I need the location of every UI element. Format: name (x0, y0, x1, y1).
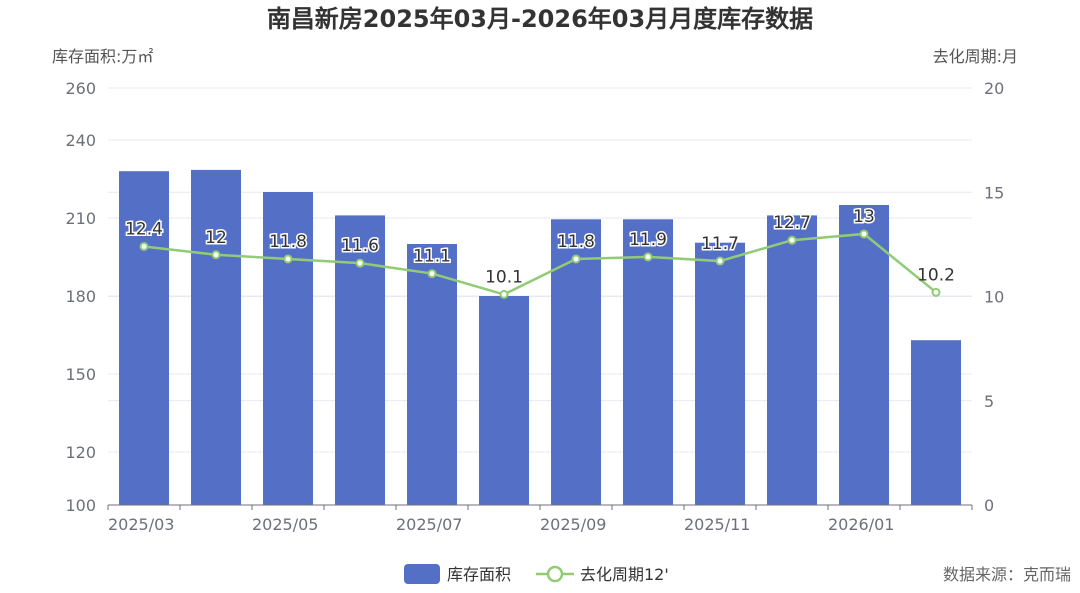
left-tick-label: 260 (65, 79, 96, 98)
legend-bar-swatch (404, 564, 440, 584)
chart-title: 南昌新房2025年03月-2026年03月月度库存数据 (267, 5, 813, 33)
x-axis-ticks: 2025/03 2025/05 2025/07 2025/09 2025/11 2026/… (107, 505, 973, 534)
right-tick-label: 15 (984, 183, 1004, 202)
right-axis-label: 去化周期:月 (933, 47, 1018, 66)
line-data-label: 10.1 (485, 267, 523, 287)
line-point-2025/03 (139, 241, 149, 251)
line-point-2025/04 (211, 250, 221, 260)
line-data-label: 13 (853, 207, 875, 227)
bar-2025/12 (767, 215, 817, 505)
bar-series (119, 169, 961, 506)
line-data-label: 11.7 (701, 234, 739, 254)
bar-2025/05 (263, 192, 313, 505)
bar-2025/10 (623, 219, 673, 506)
line-data-label: 11.8 (269, 232, 307, 252)
grid-lines (108, 87, 972, 453)
line-point-2025/07 (427, 269, 437, 279)
line-data-label: 10.2 (917, 265, 955, 285)
line-data-label: 11.6 (341, 236, 379, 256)
bar-2025/04 (191, 169, 241, 505)
left-tick-label: 150 (65, 365, 96, 384)
x-tick-label: 2026/01 (828, 515, 894, 534)
legend-line-label: 去化周期12' (580, 565, 669, 584)
line-data-label: 12 (205, 228, 227, 248)
line-point-2025/06 (355, 258, 365, 268)
line-data-label: 12.4 (125, 219, 163, 239)
line-data-label: 11.1 (413, 247, 451, 267)
left-tick-label: 210 (65, 209, 96, 228)
bar-2026/01 (839, 205, 889, 505)
right-tick-label: 0 (984, 496, 994, 515)
x-tick-label: 2025/05 (252, 515, 318, 534)
legend-item-line[interactable]: 去化周期12' (536, 565, 669, 584)
source-note: 数据来源：克而瑞 (943, 565, 1071, 584)
bar-2025/11 (695, 242, 745, 505)
left-tick-label: 180 (65, 287, 96, 306)
left-tick-label: 100 (65, 496, 96, 515)
line-point-2025/11 (715, 256, 725, 266)
line-point-2025/12 (787, 235, 797, 245)
x-tick-label: 2025/09 (540, 515, 606, 534)
line-point-2026/02 (931, 287, 941, 297)
left-tick-label: 240 (65, 131, 96, 150)
legend[interactable]: 库存面积 去化周期12' (404, 564, 669, 584)
data-labels: 12.4 12 11.8 11.6 11.1 10.1 11.8 11.9 11.7 12.7 13… (124, 205, 955, 287)
line-data-label: 11.8 (557, 232, 595, 252)
right-tick-label: 5 (984, 392, 994, 411)
bar-2025/07 (407, 244, 457, 505)
line-point-2025/10 (643, 252, 653, 262)
x-tick-label: 2025/11 (684, 515, 750, 534)
line-point-2026/01 (859, 229, 869, 239)
line-path (143, 232, 937, 296)
line-series (139, 229, 941, 299)
bar-2025/03 (119, 171, 169, 505)
left-tick-label: 120 (65, 443, 96, 462)
right-tick-label: 10 (984, 288, 1004, 307)
y-axis-ticks: 100 120 150 180 210 240 260 0 5 10 15 20 (65, 79, 1004, 515)
x-tick-label: 2025/03 (108, 515, 174, 534)
legend-bar-label: 库存面积 (447, 565, 511, 584)
x-tick-label: 2025/07 (396, 515, 462, 534)
bar-2025/08 (479, 296, 529, 505)
bar-2026/02 (911, 340, 961, 505)
left-axis-label: 库存面积:万㎡ (52, 47, 153, 66)
legend-item-bar[interactable]: 库存面积 (404, 564, 511, 584)
line-point-2025/05 (283, 254, 293, 264)
right-tick-label: 20 (984, 79, 1004, 98)
line-point-2025/09 (571, 254, 581, 264)
line-data-label: 11.9 (629, 230, 667, 250)
legend-line-marker (546, 565, 564, 583)
line-point-2025/08 (499, 289, 509, 299)
line-data-label: 12.7 (773, 213, 811, 233)
